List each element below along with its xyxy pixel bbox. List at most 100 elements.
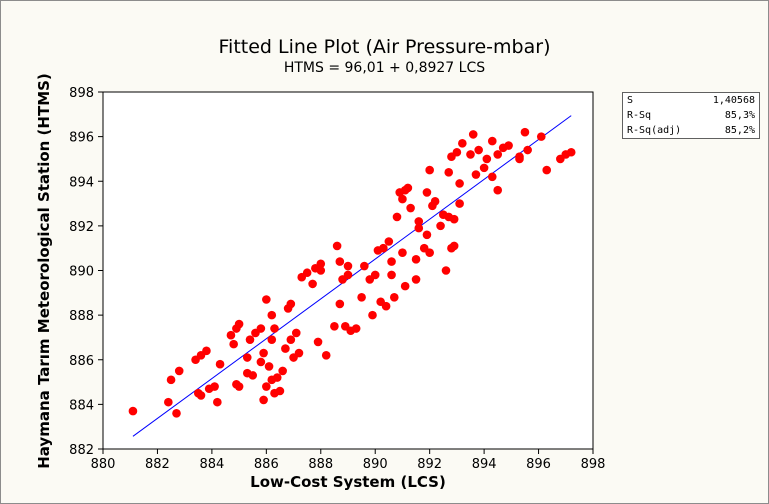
y-tick-label: 884	[69, 398, 94, 413]
data-point	[270, 324, 279, 333]
data-point	[381, 301, 391, 311]
x-tick-label: 884	[199, 457, 224, 472]
data-point	[360, 261, 369, 271]
data-point	[272, 373, 282, 382]
y-tick-label: 888	[69, 309, 94, 324]
plot-area	[102, 91, 594, 450]
data-point	[455, 199, 464, 208]
data-point	[474, 145, 483, 155]
data-point	[259, 348, 268, 358]
data-point	[452, 147, 462, 157]
y-tick-label: 886	[69, 354, 94, 369]
data-point	[164, 397, 173, 407]
data-point	[403, 183, 413, 193]
y-tick-label: 898	[69, 86, 94, 101]
data-point	[370, 270, 380, 280]
data-point	[458, 139, 467, 148]
data-point	[515, 152, 524, 162]
chart-subtitle: HTMS = 96,01 + 0,8927 LCS	[283, 60, 486, 76]
data-point	[441, 266, 451, 275]
data-point	[436, 221, 445, 231]
data-point	[387, 270, 396, 280]
data-point	[487, 136, 497, 146]
data-point	[468, 130, 478, 139]
stat-value: 85,2%	[724, 125, 755, 136]
data-point	[275, 386, 285, 396]
data-point	[479, 163, 489, 173]
data-point	[262, 295, 271, 304]
data-point	[414, 223, 424, 233]
data-point	[493, 150, 503, 159]
data-point	[302, 268, 312, 278]
data-point	[357, 292, 366, 302]
data-point	[196, 391, 206, 400]
stat-value: 85,3%	[724, 110, 755, 121]
data-point	[234, 319, 244, 329]
data-point	[234, 382, 244, 391]
data-point	[466, 150, 475, 159]
data-point	[398, 194, 407, 204]
x-tick-label: 898	[581, 457, 606, 472]
x-tick-label: 896	[526, 457, 551, 472]
data-point	[520, 127, 530, 137]
data-point	[536, 132, 546, 141]
data-point	[449, 214, 459, 224]
data-point	[308, 279, 317, 289]
data-point	[400, 281, 410, 291]
data-point	[487, 172, 497, 182]
data-point	[313, 337, 323, 347]
stat-value: 1,40568	[712, 95, 755, 106]
data-point	[316, 259, 326, 269]
stats-box: S 1,40568 R-Sq 85,3% R-Sq(adj) 85,2%	[622, 92, 760, 139]
stat-row: R-Sq 85,3%	[623, 108, 759, 123]
data-point	[248, 371, 258, 380]
stat-label: S	[627, 95, 634, 106]
data-point	[335, 257, 345, 266]
data-point	[422, 230, 432, 240]
data-point	[392, 212, 402, 222]
data-point	[226, 330, 236, 340]
data-point	[351, 324, 361, 333]
data-point	[566, 147, 576, 157]
y-tick-label: 896	[69, 131, 94, 146]
data-point	[430, 197, 440, 206]
data-point	[414, 217, 424, 226]
data-point	[166, 375, 176, 385]
data-point	[229, 339, 238, 349]
data-point	[471, 170, 481, 179]
data-point	[174, 366, 184, 376]
data-point	[330, 321, 339, 331]
data-point	[215, 359, 225, 369]
data-point	[286, 299, 296, 309]
data-point	[379, 243, 388, 253]
x-tick-label: 888	[308, 457, 333, 472]
stat-label: R-Sq(adj)	[627, 125, 682, 136]
data-point	[259, 395, 268, 405]
data-point	[286, 335, 296, 344]
data-point	[256, 357, 266, 367]
data-point	[411, 275, 421, 284]
data-point	[267, 310, 277, 320]
data-point	[343, 261, 353, 271]
y-axis-label: Haymana Tarım Meteorological Station (HT…	[35, 72, 53, 469]
x-tick-label: 890	[363, 457, 388, 472]
data-point	[504, 141, 513, 150]
x-axis-label: Low-Cost System (LCS)	[250, 473, 446, 491]
data-point	[316, 266, 326, 275]
data-point	[523, 145, 532, 155]
data-point	[343, 270, 353, 280]
data-point	[335, 299, 345, 309]
chart-title: Fitted Line Plot (Air Pressure-mbar)	[218, 36, 551, 58]
data-point	[128, 406, 138, 416]
data-point	[202, 346, 211, 356]
data-point	[425, 165, 434, 175]
x-tick-label: 892	[417, 457, 442, 472]
y-tick-label: 894	[69, 175, 94, 190]
data-point	[172, 409, 181, 418]
data-point	[267, 335, 277, 344]
y-tick-label: 892	[69, 220, 94, 235]
data-point	[332, 241, 342, 251]
data-point	[294, 348, 304, 358]
data-point	[482, 154, 492, 164]
